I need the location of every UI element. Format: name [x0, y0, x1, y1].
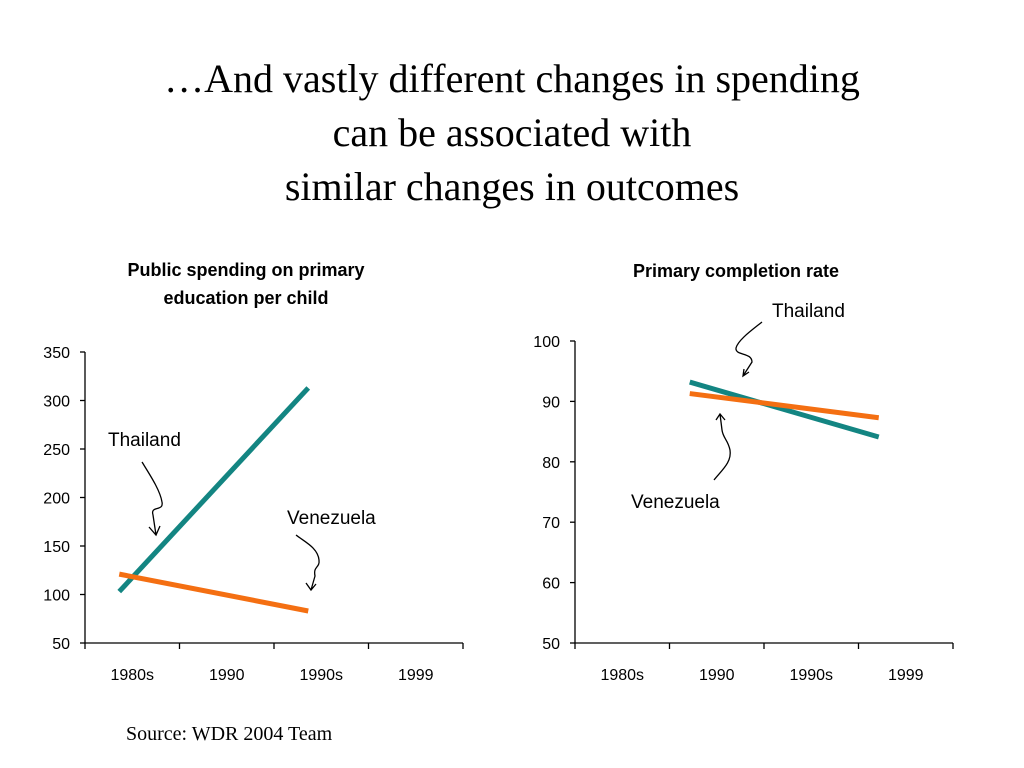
annotation-arrow-thailand [735, 321, 763, 378]
annotation-arrow-venezuela [713, 412, 731, 481]
x-tick-label: 1999 [398, 667, 434, 684]
annotation-venezuela: Venezuela [287, 508, 376, 529]
y-tick-label: 50 [542, 636, 560, 653]
y-tick-label: 50 [52, 636, 70, 653]
series-line-venezuela [118, 571, 309, 614]
x-tick-label: 1990s [789, 667, 833, 684]
annotation-thailand: Thailand [108, 430, 181, 451]
y-tick-label: 100 [43, 588, 70, 605]
annotation-venezuela: Venezuela [631, 492, 720, 513]
y-tick-label: 60 [542, 576, 560, 593]
slide-title-line: similar changes in outcomes [284, 164, 740, 209]
annotation-arrow-venezuela [295, 534, 320, 592]
x-tick-label: 1980s [110, 667, 154, 684]
annotation-arrow-thailand [141, 461, 163, 537]
y-tick-label: 150 [43, 539, 70, 556]
annotation-thailand: Thailand [772, 301, 845, 322]
y-tick-label: 90 [542, 394, 560, 411]
y-tick-label: 80 [542, 455, 560, 472]
chart-title: education per child [163, 288, 328, 308]
y-tick-label: 300 [43, 394, 70, 411]
slide-title-line: …And vastly different changes in spendin… [164, 56, 860, 101]
y-tick-label: 100 [533, 334, 560, 351]
series-line-thailand [117, 386, 311, 594]
y-tick-label: 250 [43, 442, 70, 459]
x-tick-label: 1990s [299, 667, 343, 684]
slide-title: …And vastly different changes in spendin… [62, 52, 962, 214]
source-note: Source: WDR 2004 Team [126, 723, 333, 745]
slide-title-line: can be associated with [332, 110, 692, 155]
chart-title: Public spending on primary [127, 260, 364, 280]
x-tick-label: 1999 [888, 667, 924, 684]
y-tick-label: 350 [43, 345, 70, 362]
series-line-thailand [689, 379, 880, 440]
x-tick-label: 1980s [600, 667, 644, 684]
x-tick-label: 1990 [209, 667, 245, 684]
y-tick-label: 70 [542, 515, 560, 532]
x-tick-label: 1990 [699, 667, 735, 684]
chart-2: Primary completion rate 50 60 70 80 90 100 1980… [533, 261, 954, 684]
chart-1: Public spending on primary education per … [43, 260, 464, 684]
y-tick-label: 200 [43, 491, 70, 508]
series-line-venezuela [689, 391, 880, 421]
chart-title: Primary completion rate [633, 261, 839, 281]
